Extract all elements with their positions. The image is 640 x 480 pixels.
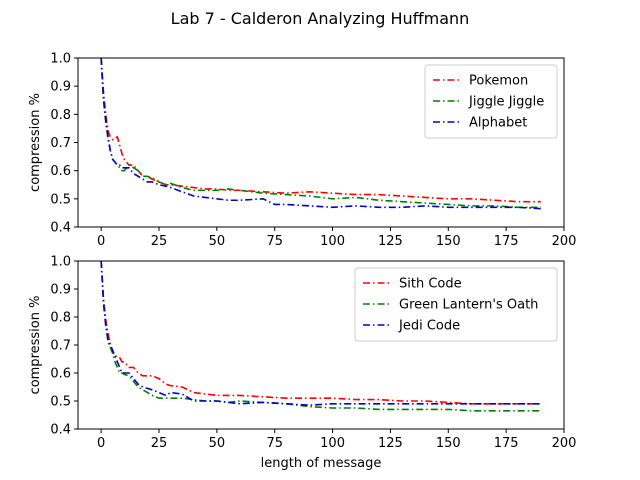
y-tick-label: 0.9 — [50, 80, 71, 95]
y-axis-label: compression % — [28, 93, 43, 192]
y-tick-label: 0.7 — [50, 339, 71, 354]
legend-box — [354, 267, 558, 342]
legend-label: Alphabet — [469, 116, 527, 131]
x-tick-label: 75 — [266, 436, 283, 451]
subplot-1: 0 25 50 75 100 125 150 175 200 0.4 0.5 0.6 0.7 0.8 0.9… — [28, 52, 576, 250]
legend: Pokemon Jiggle Jiggle Alphabet — [424, 64, 558, 139]
x-tick-label: 100 — [320, 436, 345, 451]
y-tick-label: 0.6 — [50, 164, 71, 179]
y-tick-label: 0.5 — [50, 395, 71, 410]
legend-label: Pokemon — [469, 74, 528, 89]
x-axis-label: length of message — [261, 456, 382, 471]
y-tick-label: 1.0 — [50, 255, 71, 270]
x-tick-label: 125 — [378, 436, 403, 451]
x-tick-label: 200 — [552, 234, 577, 249]
y-tick-label: 0.4 — [50, 423, 71, 438]
figure-title: Lab 7 - Calderon Analyzing Huffmann — [171, 9, 470, 28]
x-tick-label: 25 — [151, 436, 168, 451]
y-tick-label: 0.6 — [50, 367, 71, 382]
series-line-3 — [100, 58, 541, 210]
legend-label: Green Lantern's Oath — [399, 298, 538, 313]
x-tick-label: 0 — [97, 436, 105, 451]
y-tick-label: 0.8 — [50, 311, 71, 326]
y-tick-label: 0.8 — [50, 108, 71, 123]
x-tick-label: 25 — [151, 234, 168, 249]
x-tick-label: 150 — [436, 234, 461, 249]
y-tick-label: 0.7 — [50, 136, 71, 151]
x-tick-label: 175 — [494, 234, 519, 249]
y-tick-label: 1.0 — [50, 52, 71, 67]
x-tick-label: 75 — [266, 234, 283, 249]
legend-label: Jedi Code — [398, 319, 460, 334]
y-tick-label: 0.9 — [50, 283, 71, 298]
x-tick-label: 200 — [552, 436, 577, 451]
legend-label: Sith Code — [399, 277, 462, 292]
x-tick-label: 50 — [209, 234, 226, 249]
x-tick-label: 50 — [209, 436, 226, 451]
x-tick-label: 0 — [97, 234, 105, 249]
series-line-3 — [100, 261, 541, 407]
x-tick-label: 150 — [436, 436, 461, 451]
subplot-2: 0 25 50 75 100 125 150 175 200 0.4 0.5 0.6 0.7 0.8 0.9… — [28, 255, 576, 472]
y-tick-label: 0.5 — [50, 192, 71, 207]
y-tick-label: 0.4 — [50, 221, 71, 236]
x-tick-label: 175 — [494, 436, 519, 451]
series-line-1 — [100, 58, 541, 203]
legend-box — [424, 64, 558, 139]
legend: Sith Code Green Lantern's Oath Jedi Code — [354, 267, 558, 342]
x-tick-label: 125 — [378, 234, 403, 249]
series-line-2 — [100, 261, 541, 412]
y-axis-label: compression % — [28, 296, 43, 395]
x-tick-label: 100 — [320, 234, 345, 249]
legend-label: Jiggle Jiggle — [468, 95, 544, 110]
